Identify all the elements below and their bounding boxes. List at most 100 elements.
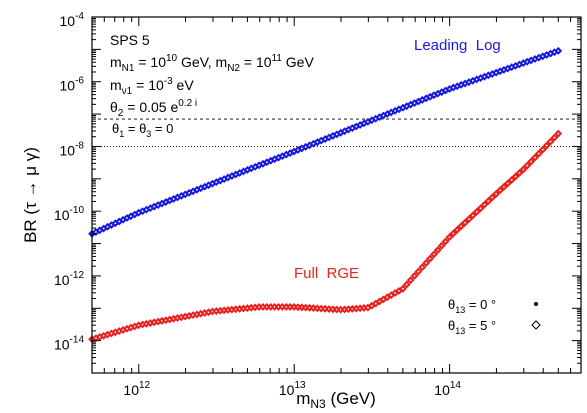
data-point-dot bbox=[401, 287, 404, 290]
data-point-dot bbox=[468, 218, 470, 220]
data-point-dot bbox=[126, 327, 128, 330]
data-point-dot bbox=[324, 138, 327, 140]
data-point-dot bbox=[277, 156, 280, 159]
data-point-dot bbox=[537, 152, 540, 155]
data-point-dot bbox=[479, 77, 482, 79]
data-point-dot bbox=[530, 160, 532, 163]
data-point-dot bbox=[425, 97, 428, 100]
data-point-dot bbox=[203, 185, 206, 188]
data-point-dot bbox=[499, 70, 501, 73]
data-point-dot bbox=[514, 175, 517, 178]
data-point-dot bbox=[94, 337, 97, 340]
data-point-dot bbox=[378, 300, 381, 303]
data-point-dot bbox=[541, 148, 544, 151]
data-point-dot bbox=[114, 222, 117, 225]
data-point-dot bbox=[332, 134, 334, 137]
data-point-dot bbox=[359, 124, 362, 126]
data-point-dot bbox=[238, 172, 241, 174]
data-point-dot bbox=[444, 89, 447, 92]
legend-label-theta13-0: θ13 = 0 ° bbox=[448, 297, 496, 315]
data-point-dot bbox=[394, 292, 396, 294]
data-point-dot bbox=[452, 232, 455, 235]
data-point-dot bbox=[537, 56, 540, 59]
data-point-dot bbox=[545, 144, 548, 147]
data-point-dot bbox=[491, 196, 494, 199]
data-point-dot bbox=[366, 120, 369, 123]
data-point-dot bbox=[460, 225, 463, 228]
data-point-dot bbox=[409, 279, 412, 282]
data-point-dot bbox=[549, 140, 552, 143]
data-point-dot bbox=[110, 332, 113, 335]
data-point-dot bbox=[269, 159, 272, 162]
data-point-dot bbox=[409, 103, 412, 106]
data-point-dot bbox=[106, 225, 109, 228]
data-point-dot bbox=[161, 202, 163, 205]
data-point-dot bbox=[180, 194, 183, 197]
data-point-dot bbox=[421, 99, 424, 101]
data-point-dot bbox=[545, 54, 548, 56]
data-point-dot bbox=[448, 88, 451, 90]
data-point-dot bbox=[133, 213, 136, 216]
data-point-dot bbox=[553, 136, 556, 139]
data-point-dot bbox=[433, 253, 435, 256]
data-point-dot bbox=[398, 108, 400, 111]
series-label-leading-log: Leading Log bbox=[414, 37, 501, 54]
data-point-dot bbox=[149, 207, 152, 210]
data-point-dot bbox=[168, 199, 171, 202]
reference-lines bbox=[92, 118, 581, 147]
data-point-dot bbox=[502, 186, 505, 188]
y-tick-label: 10-8 bbox=[60, 140, 85, 158]
data-point-dot bbox=[499, 189, 501, 192]
data-point-dot bbox=[98, 229, 101, 232]
data-point-dot bbox=[285, 153, 288, 156]
data-point-dot bbox=[320, 139, 323, 142]
data-point-dot bbox=[133, 325, 136, 328]
data-point-dot bbox=[429, 257, 431, 260]
data-point-dot bbox=[164, 201, 167, 203]
data-point-dot bbox=[526, 164, 529, 167]
data-point-dot bbox=[211, 182, 214, 185]
data-point-dot bbox=[250, 167, 253, 170]
data-point-dot bbox=[94, 231, 97, 233]
data-point-dot bbox=[153, 205, 156, 208]
data-point-dot bbox=[460, 83, 463, 86]
data-point-dot bbox=[491, 73, 494, 75]
data-point-dot bbox=[335, 133, 338, 136]
x-tick-label: 1013 bbox=[279, 380, 306, 398]
data-point-dot bbox=[192, 190, 194, 193]
x-tick-label: 1014 bbox=[434, 380, 461, 398]
data-point-dot bbox=[436, 92, 439, 95]
data-point-dot bbox=[106, 333, 109, 336]
data-point-dot bbox=[495, 192, 498, 195]
data-point-dot bbox=[145, 208, 148, 211]
data-point-dot bbox=[518, 63, 521, 66]
x-axis-label: mN3 (GeV) bbox=[296, 389, 376, 411]
data-point-dot bbox=[347, 128, 350, 131]
data-point-dot bbox=[343, 130, 346, 133]
data-point-dot bbox=[110, 224, 113, 226]
legend-marker-dot bbox=[534, 302, 538, 306]
data-point-dot bbox=[382, 114, 385, 117]
data-point-dot bbox=[289, 152, 292, 154]
series-label-full-rge: Full RGE bbox=[294, 265, 359, 282]
data-point-dot bbox=[417, 100, 420, 103]
y-tick-label: 10-12 bbox=[54, 270, 84, 288]
param-theta2: θ2 = 0.05 e0.2 i bbox=[110, 98, 197, 119]
parameter-annotations: SPS 5 mN1 = 1010 GeV, mN2 = 1011 GeV mν1… bbox=[110, 32, 314, 139]
data-point-dot bbox=[129, 215, 132, 218]
data-point-dot bbox=[196, 188, 198, 191]
axis-ticks bbox=[91, 17, 582, 374]
data-point-dot bbox=[522, 62, 525, 64]
data-point-dot bbox=[242, 170, 245, 173]
data-point-dot bbox=[479, 207, 482, 210]
data-point-dot bbox=[157, 204, 159, 206]
data-point-dot bbox=[297, 149, 299, 151]
data-point-dot bbox=[118, 220, 121, 223]
data-point-dot bbox=[534, 58, 536, 60]
data-point-dot bbox=[557, 132, 560, 135]
data-point-dot bbox=[487, 200, 490, 202]
data-point-dot bbox=[223, 178, 226, 180]
legend: θ13 = 0 ° θ13 = 5 ° bbox=[448, 297, 541, 336]
data-point-dot bbox=[199, 187, 202, 190]
